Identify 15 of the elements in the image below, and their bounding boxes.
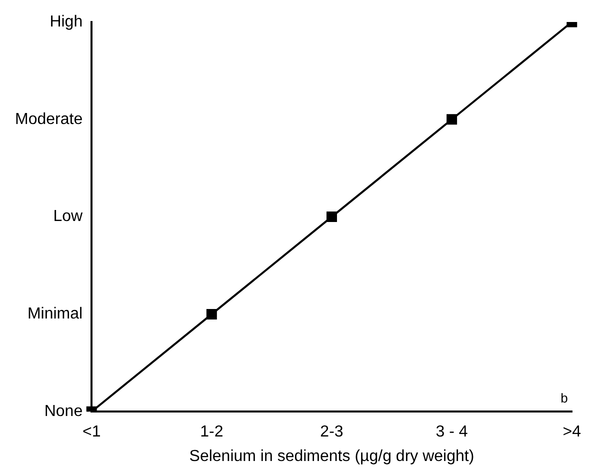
x-tick-label: 1-2: [200, 424, 224, 441]
category-label: Low: [53, 208, 83, 226]
x-axis-title: Selenium in sediments (µg/g dry weight): [189, 448, 474, 465]
category-label: High: [50, 13, 83, 30]
category-label: Moderate: [15, 110, 83, 128]
x-tick-label: <1: [82, 424, 101, 441]
category-label: None: [44, 403, 83, 420]
point: [326, 212, 337, 222]
annotation: b: [560, 390, 568, 406]
x-tick-label: >4: [562, 424, 582, 441]
x-tick-label: 3 - 4: [436, 424, 468, 441]
category-label: Minimal: [27, 306, 83, 323]
point: [446, 114, 458, 125]
x-tick-label: 2-3: [320, 424, 344, 441]
point: [206, 308, 217, 320]
